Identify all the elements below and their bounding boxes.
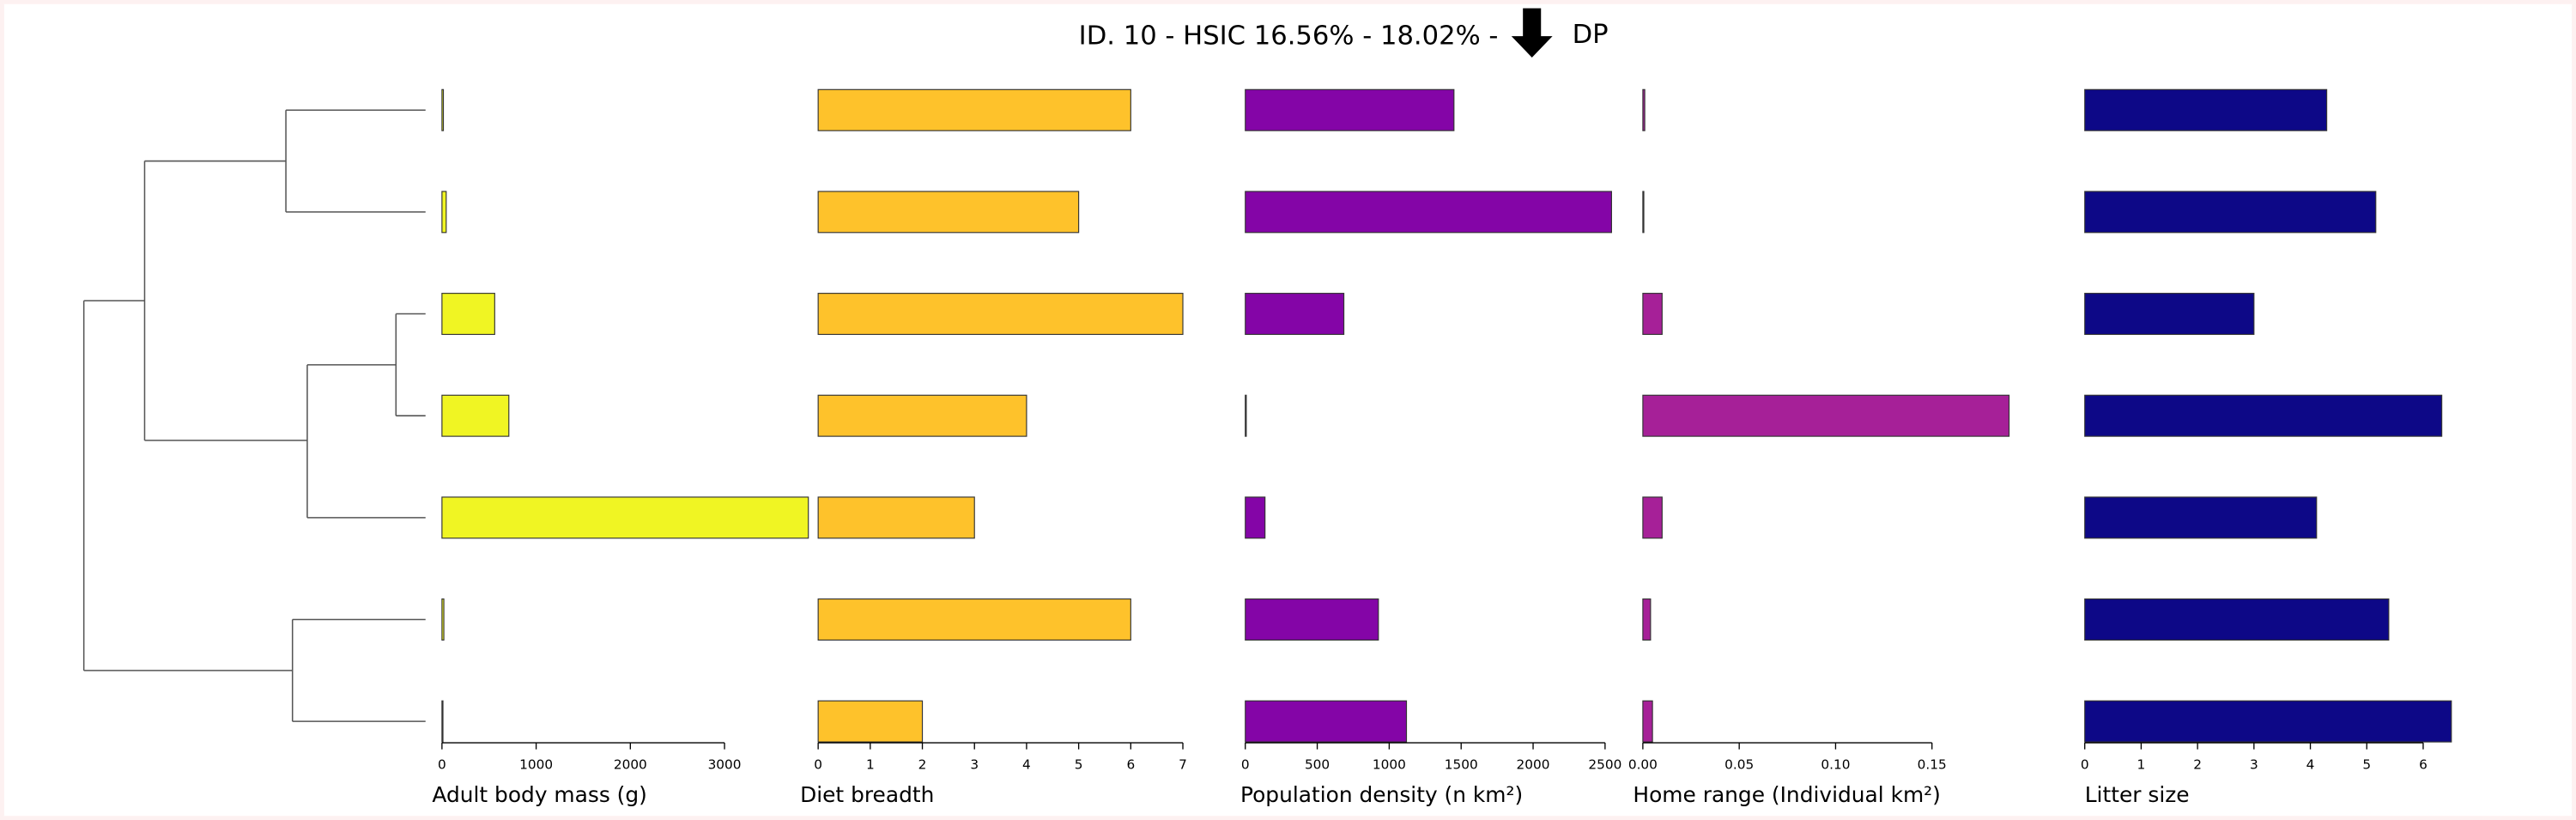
bar — [441, 191, 447, 234]
x-tick-label: 0.00 — [1628, 757, 1658, 773]
bar — [2084, 598, 2390, 641]
bar — [441, 88, 445, 131]
bar — [817, 191, 1080, 234]
x-tick-label: 1000 — [519, 757, 553, 773]
x-tick-label: 2000 — [614, 757, 647, 773]
bar — [2084, 496, 2318, 539]
x-tick-label: 3 — [2250, 757, 2258, 773]
x-tick-label: 2000 — [1517, 757, 1550, 773]
bar — [2084, 293, 2255, 336]
x-axis-label: Population density (n km²) — [1240, 782, 1523, 807]
down-arrow — [1511, 8, 1553, 58]
bar — [1245, 598, 1379, 641]
x-tick-label: 0.05 — [1724, 757, 1754, 773]
x-tick-label: 1 — [2137, 757, 2146, 773]
x-tick-label: 500 — [1305, 757, 1330, 773]
bar — [817, 88, 1131, 131]
bar — [441, 394, 510, 437]
bar — [1642, 496, 1663, 539]
x-tick-label: 2 — [2193, 757, 2202, 773]
bar — [1642, 394, 2010, 437]
bar — [1245, 496, 1266, 539]
x-tick-label: 0 — [2081, 757, 2089, 773]
x-tick-label: 0.15 — [1918, 757, 1947, 773]
bar — [1245, 700, 1408, 743]
x-tick-label: 0.10 — [1821, 757, 1850, 773]
x-tick-label: 4 — [2306, 757, 2315, 773]
bar — [1245, 88, 1455, 131]
bar — [1642, 293, 1663, 336]
bar — [817, 700, 924, 743]
x-tick-label: 0 — [1241, 757, 1250, 773]
x-tick-label: 3000 — [708, 757, 742, 773]
bar — [1642, 88, 1646, 131]
bar — [441, 700, 444, 743]
x-tick-label: 1000 — [1373, 757, 1406, 773]
bar — [2084, 394, 2443, 437]
bar — [2084, 88, 2328, 131]
bar — [2084, 700, 2452, 743]
bar — [817, 496, 975, 539]
bar — [441, 496, 809, 539]
x-tick-label: 2500 — [1588, 757, 1621, 773]
bar — [1245, 191, 1612, 234]
x-tick-label: 3 — [970, 757, 979, 773]
x-tick-label: 4 — [1022, 757, 1031, 773]
bar — [817, 394, 1027, 437]
x-tick-label: 6 — [2419, 757, 2428, 773]
x-tick-label: 1500 — [1445, 757, 1478, 773]
x-tick-label: 2 — [918, 757, 927, 773]
x-tick-label: 0 — [438, 757, 446, 773]
bar — [441, 293, 495, 336]
x-tick-label: 5 — [1075, 757, 1083, 773]
bar — [817, 293, 1184, 336]
bar — [1642, 191, 1645, 234]
bar — [1642, 700, 1653, 743]
chart-title: ID. 10 - HSIC 16.56% - 18.02% - — [1079, 21, 1499, 52]
bar — [1642, 598, 1652, 641]
x-axis-label: Home range (Individual km²) — [1633, 782, 1940, 807]
bar — [817, 598, 1131, 641]
bar — [2084, 191, 2377, 234]
x-tick-label: 1 — [866, 757, 875, 773]
x-axis-label: Litter size — [2085, 782, 2190, 807]
x-tick-label: 6 — [1126, 757, 1135, 773]
x-tick-label: 7 — [1179, 757, 1187, 773]
x-axis-label: Diet breadth — [800, 782, 934, 807]
bar — [1245, 293, 1345, 336]
bar — [441, 598, 445, 641]
phylogeny-tree — [82, 109, 426, 722]
x-tick-label: 5 — [2362, 757, 2371, 773]
chart-title-suffix: DP — [1573, 20, 1609, 50]
x-tick-label: 0 — [814, 757, 822, 773]
x-axis-label: Adult body mass (g) — [432, 782, 646, 807]
